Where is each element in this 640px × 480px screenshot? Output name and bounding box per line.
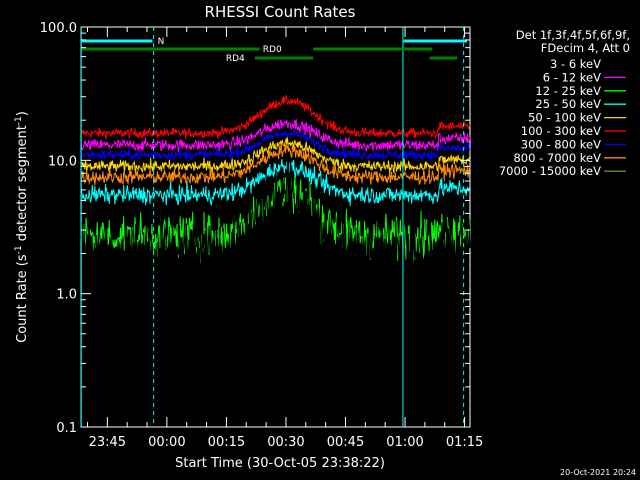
legend-label: 12 - 25 keV <box>535 84 601 98</box>
legend: Det 1f,3f,4f,5f,6f,9f, FDecim 4, Att 0 3… <box>499 28 630 178</box>
legend-label: 50 - 100 keV <box>528 111 601 125</box>
y-axis-label-exponent: -1 <box>14 245 24 254</box>
y-tick-label: 10.0 <box>48 154 77 169</box>
series-line <box>80 155 471 301</box>
y-tick-label: 1.0 <box>56 288 77 303</box>
legend-label: 3 - 6 keV <box>550 57 601 71</box>
night-flag-label: N <box>158 37 165 47</box>
axis-layer: 0.1 1.0 10.0 100.0 23:45 00:00 00:15 00:30 00:45… <box>40 21 484 450</box>
legend-label: 6 - 12 keV <box>543 70 601 84</box>
y-axis-label-exponent: -1 <box>14 116 24 125</box>
legend-header-line: Det 1f,3f,4f,5f,6f,9f, <box>516 28 630 42</box>
x-tick-label: 00:30 <box>267 435 304 450</box>
series-line <box>80 129 471 162</box>
y-axis-label-part: Count Rate (s <box>15 254 30 343</box>
rd0-flag-label: RD0 <box>263 45 282 55</box>
legend-label: 7000 - 15000 keV <box>499 164 601 178</box>
legend-label: 800 - 7000 keV <box>513 151 601 165</box>
x-tick-label: 01:15 <box>446 435 483 450</box>
series-line <box>80 94 471 140</box>
series-line <box>80 159 471 207</box>
y-axis-label-part: detector segment <box>15 125 30 245</box>
series-layer <box>80 94 471 301</box>
x-axis-label: Start Time (30-Oct-05 23:38:22) <box>175 456 385 471</box>
series-line <box>80 119 471 153</box>
series-line <box>80 143 471 186</box>
marker-layer: N RD0 RD4 <box>80 27 468 427</box>
chart-title: RHESSI Count Rates <box>205 3 356 21</box>
y-tick-label: 100.0 <box>40 21 77 36</box>
x-tick-label: 01:00 <box>386 435 423 450</box>
x-tick-label: 23:45 <box>89 435 126 450</box>
x-tick-label: 00:00 <box>148 435 185 450</box>
legend-label: 25 - 50 keV <box>535 97 601 111</box>
rd4-flag-label: RD4 <box>226 54 245 64</box>
legend-label: 100 - 300 keV <box>521 124 601 138</box>
y-axis-label: Count Rate (s-1 detector segment-1) <box>14 111 30 343</box>
x-tick-label: 00:15 <box>208 435 245 450</box>
render-timestamp: 20-Oct-2021 20:24 <box>560 468 636 477</box>
legend-label: 300 - 800 keV <box>521 137 601 151</box>
y-tick-label: 0.1 <box>56 421 77 436</box>
series-line <box>80 137 471 175</box>
legend-header-line: FDecim 4, Att 0 <box>541 41 630 55</box>
y-axis-label-part: ) <box>15 111 30 116</box>
x-tick-label: 00:45 <box>327 435 364 450</box>
